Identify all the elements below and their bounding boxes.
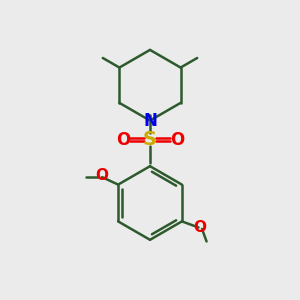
Text: O: O	[116, 131, 130, 149]
Text: O: O	[96, 168, 109, 183]
Text: O: O	[194, 220, 206, 235]
Text: O: O	[170, 131, 184, 149]
Text: N: N	[143, 112, 157, 130]
Text: S: S	[143, 130, 157, 149]
